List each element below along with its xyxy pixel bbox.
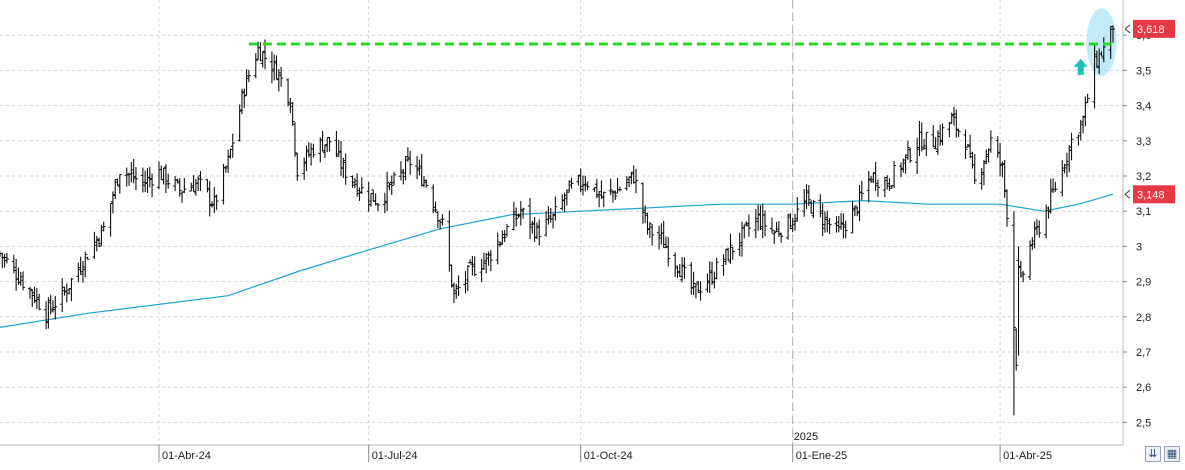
x-axis: 01-Abr-24 01-Jul-24 01-Oct-24 01-Ene-25 01-A… <box>0 431 1123 462</box>
x-tick-label: 01-Ene-25 <box>796 450 847 462</box>
ma-value-label: 3,148 <box>1137 189 1165 201</box>
ma-value-badge <box>1133 185 1175 204</box>
x-tick-label: 01-Oct-24 <box>584 450 633 462</box>
y-tick-label: 2,8 <box>1136 312 1151 324</box>
y-tick-label: 3,4 <box>1136 101 1151 113</box>
y-axis-background <box>1123 0 1185 445</box>
y-tick-label: 2,5 <box>1136 417 1151 429</box>
y-axis: 2,52,62,72,82,933,13,23,33,43,53,63,6183… <box>1122 0 1185 445</box>
y-tick-label: 3,5 <box>1136 65 1151 77</box>
last-price-pointer <box>1124 24 1131 34</box>
y-tick-label: 3,3 <box>1136 136 1151 148</box>
y-tick-label: 3,1 <box>1136 206 1151 218</box>
chart-grid <box>0 0 1123 445</box>
chart-overlays <box>248 42 1111 75</box>
y-tick-label: 2,7 <box>1136 347 1151 359</box>
x-tick-label: 01-Abr-25 <box>1003 450 1052 462</box>
y-tick-label: 3,2 <box>1136 171 1151 183</box>
x-tick-label: 01-Jul-24 <box>372 450 418 462</box>
year-label: 2025 <box>794 431 818 443</box>
moving-average-layer <box>0 193 1114 328</box>
last-price-badge <box>1133 19 1175 38</box>
moving-average-line <box>0 193 1114 328</box>
up-arrow-icon <box>1073 58 1088 75</box>
floppy-disk-icon: ▦ <box>1166 447 1178 460</box>
x-tick-label: 01-Abr-24 <box>162 450 211 462</box>
ma-value-pointer <box>1124 189 1131 199</box>
save-button[interactable]: ▦ <box>1164 446 1180 462</box>
last-price-label: 3,618 <box>1137 24 1165 36</box>
y-tick-label: 2,6 <box>1136 382 1151 394</box>
price-bars <box>0 25 1115 416</box>
y-tick-label: 2,9 <box>1136 277 1151 289</box>
highlight-ellipse <box>1086 8 1117 77</box>
scroll-down-button[interactable]: ⇊ <box>1145 446 1161 462</box>
y-tick-label: 3 <box>1136 241 1142 253</box>
double-chevron-down-icon: ⇊ <box>1148 447 1158 460</box>
